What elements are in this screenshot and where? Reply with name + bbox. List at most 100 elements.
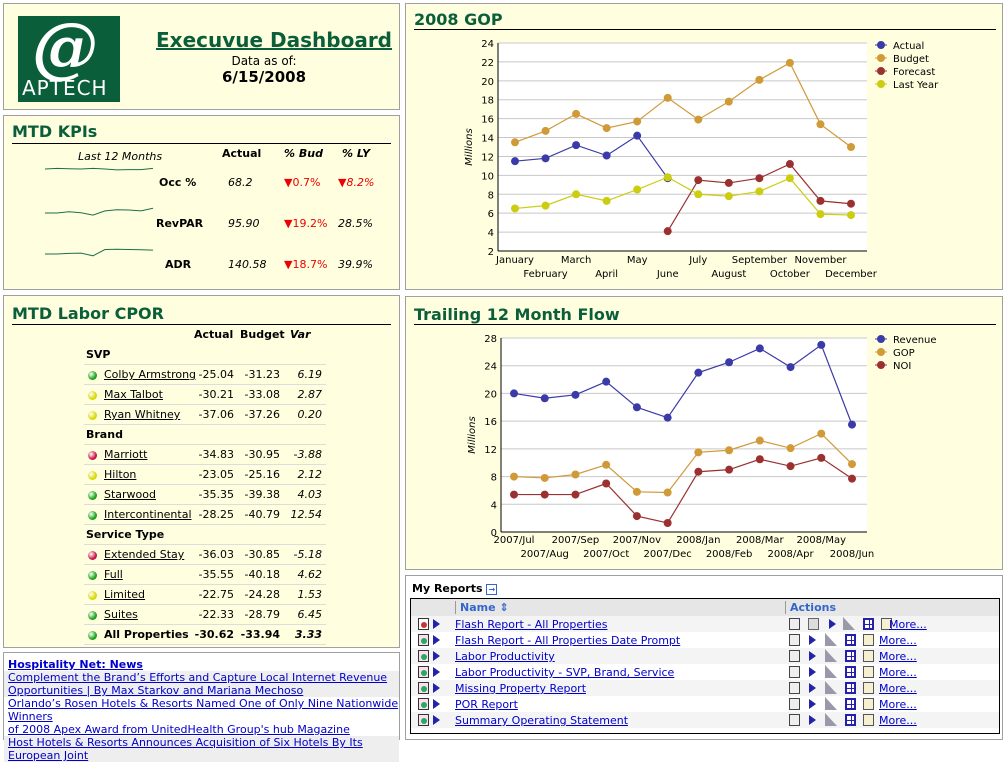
schedule-icon[interactable] xyxy=(863,650,874,662)
gop-chart: 24681012141618202224MillionsJanuaryFebru… xyxy=(464,39,939,280)
properties-icon[interactable] xyxy=(789,682,800,694)
labor-var: 0.20 xyxy=(297,408,323,421)
design-icon[interactable] xyxy=(825,649,837,662)
labor-row: Ryan Whitney -37.06 -37.26 0.20 xyxy=(84,404,326,425)
properties-icon[interactable] xyxy=(789,698,800,710)
labor-item-name[interactable]: Limited xyxy=(104,588,146,601)
data-point xyxy=(541,201,550,210)
x-tick-label: 2008/May xyxy=(797,535,847,546)
run-icon[interactable] xyxy=(809,683,816,693)
grid-new-icon[interactable] xyxy=(845,698,856,710)
run-icon[interactable] xyxy=(809,699,816,709)
expand-icon[interactable]: → xyxy=(486,584,498,595)
run-icon[interactable] xyxy=(809,651,816,661)
more-link[interactable]: More... xyxy=(889,618,927,631)
more-link[interactable]: More... xyxy=(879,666,917,679)
name-column-header[interactable]: Name ⇕ xyxy=(455,601,509,614)
more-link[interactable]: More... xyxy=(879,634,917,647)
labor-item-name[interactable]: Intercontinental xyxy=(104,508,192,521)
status-dot xyxy=(88,469,103,482)
run-icon[interactable] xyxy=(829,619,836,629)
design-icon[interactable] xyxy=(843,617,855,630)
schedule-icon[interactable] xyxy=(863,698,874,710)
properties-icon[interactable] xyxy=(789,714,800,726)
expand-arrow-icon[interactable] xyxy=(433,683,440,693)
labor-item-name[interactable]: Max Talbot xyxy=(104,388,163,401)
report-link[interactable]: Labor Productivity xyxy=(455,650,555,663)
status-dot xyxy=(88,509,103,522)
expand-arrow-icon[interactable] xyxy=(433,715,440,725)
design-icon[interactable] xyxy=(825,633,837,646)
labor-actual: -36.03 xyxy=(198,548,234,561)
design-icon[interactable] xyxy=(825,681,837,694)
labor-budget: -28.79 xyxy=(244,608,280,621)
y-tick-label: 24 xyxy=(481,39,494,50)
grid-new-icon[interactable] xyxy=(845,682,856,694)
grid-new-icon[interactable] xyxy=(863,618,874,630)
labor-budget: -33.08 xyxy=(244,388,280,401)
dashboard-title[interactable]: Execuvue Dashboard xyxy=(156,28,392,52)
report-link[interactable]: Labor Productivity - SVP, Brand, Service xyxy=(455,666,675,679)
labor-item-name[interactable]: Starwood xyxy=(104,488,156,501)
more-link[interactable]: More... xyxy=(879,714,917,727)
sort-icon[interactable]: ⇕ xyxy=(499,601,509,614)
schedule-icon[interactable] xyxy=(863,682,874,694)
design-icon[interactable] xyxy=(825,665,837,678)
labor-item-name[interactable]: Suites xyxy=(104,608,138,621)
expand-arrow-icon[interactable] xyxy=(433,667,440,677)
news-link-2[interactable]: Orlando’s Rosen Hotels & Resorts Named O… xyxy=(8,697,399,723)
report-link[interactable]: Flash Report - All Properties Date Promp… xyxy=(455,634,681,647)
y-tick-label: 22 xyxy=(481,58,494,69)
expand-arrow-icon[interactable] xyxy=(433,619,440,629)
labor-item-name[interactable]: Ryan Whitney xyxy=(104,408,181,421)
run-icon[interactable] xyxy=(809,667,816,677)
news-link-1[interactable]: Complement the Brand’s Efforts and Captu… xyxy=(4,671,399,684)
report-link[interactable]: Flash Report - All Properties xyxy=(455,618,608,631)
design-icon[interactable] xyxy=(825,713,837,726)
schedule-icon[interactable] xyxy=(863,666,874,678)
labor-item-name[interactable]: Extended Stay xyxy=(104,548,185,561)
data-point xyxy=(571,470,580,479)
properties-icon[interactable] xyxy=(789,666,800,678)
grid-new-icon[interactable] xyxy=(845,634,856,646)
labor-item-name[interactable]: Marriott xyxy=(104,448,148,461)
labor-item-name[interactable]: Hilton xyxy=(104,468,137,481)
report-type-icon xyxy=(418,714,429,726)
sparkline-line xyxy=(45,248,154,257)
schedule-icon[interactable] xyxy=(881,618,892,630)
kpi-actual: 68.2 xyxy=(228,176,253,189)
down-arrow-icon: ▼ xyxy=(284,258,293,271)
expand-arrow-icon[interactable] xyxy=(433,635,440,645)
grid-new-icon[interactable] xyxy=(845,666,856,678)
data-point xyxy=(755,174,764,183)
more-link[interactable]: More... xyxy=(879,682,917,695)
run-icon[interactable] xyxy=(809,715,816,725)
x-tick-label: 2008/Jan xyxy=(676,535,720,546)
kpi-ly: ▼8.2% xyxy=(338,176,374,189)
report-link[interactable]: POR Report xyxy=(455,698,518,711)
run-icon[interactable] xyxy=(809,635,816,645)
more-link[interactable]: More... xyxy=(879,650,917,663)
expand-arrow-icon[interactable] xyxy=(433,651,440,661)
properties-icon[interactable] xyxy=(789,634,800,646)
properties-icon[interactable] xyxy=(789,618,800,630)
more-link[interactable]: More... xyxy=(879,698,917,711)
properties-icon[interactable] xyxy=(789,650,800,662)
expand-arrow-icon[interactable] xyxy=(433,699,440,709)
grid-new-icon[interactable] xyxy=(845,714,856,726)
copy-icon[interactable] xyxy=(808,618,819,630)
report-link[interactable]: Missing Property Report xyxy=(455,682,587,695)
grid-new-icon[interactable] xyxy=(845,650,856,662)
design-icon[interactable] xyxy=(825,697,837,710)
report-link[interactable]: Summary Operating Statement xyxy=(455,714,629,727)
schedule-icon[interactable] xyxy=(863,714,874,726)
schedule-icon[interactable] xyxy=(863,634,874,646)
labor-budget: -40.79 xyxy=(244,508,280,521)
labor-group-header: SVP xyxy=(84,344,326,365)
labor-item-name[interactable]: Colby Armstrong xyxy=(104,368,197,381)
news-link-1-cont[interactable]: Opportunities | By Max Starkov and Maria… xyxy=(4,684,399,697)
labor-budget: -39.38 xyxy=(244,488,280,501)
news-title[interactable]: Hospitality Net: News xyxy=(8,658,143,671)
news-link-2-cont[interactable]: of 2008 Apex Award from UnitedHealth Gro… xyxy=(8,723,350,736)
labor-item-name[interactable]: Full xyxy=(104,568,123,581)
